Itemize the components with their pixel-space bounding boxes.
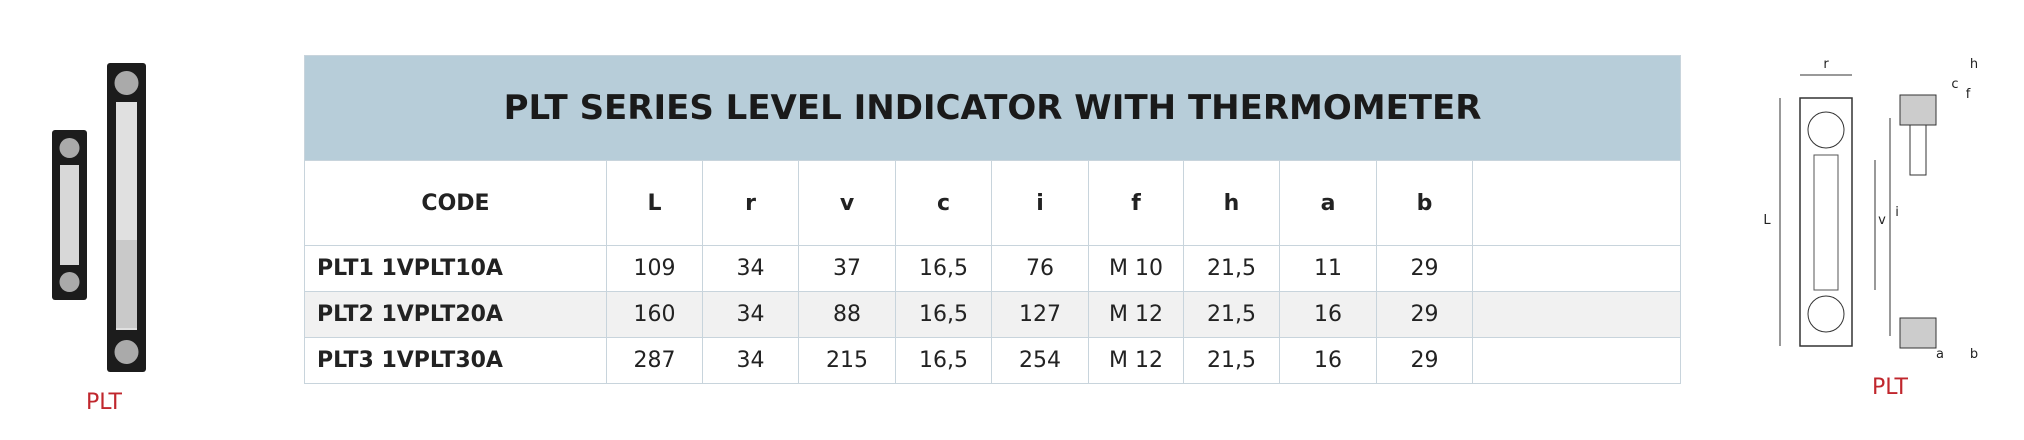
product-photo — [52, 63, 146, 372]
dimension-label: L — [1763, 213, 1771, 228]
cell: 37 — [798, 245, 896, 292]
empty-cell — [1472, 245, 1681, 292]
cell: 16,5 — [895, 291, 992, 338]
dimension-label: h — [1970, 57, 1978, 72]
cell: 16,5 — [895, 337, 992, 384]
spec-table: PLT SERIES LEVEL INDICATOR WITH THERMOME… — [304, 55, 1681, 384]
cell: M 12 — [1088, 291, 1184, 338]
cell: 21,5 — [1183, 337, 1280, 384]
dimension-label: b — [1970, 347, 1978, 362]
column-header: h — [1183, 160, 1280, 246]
dimension-label: c — [1951, 77, 1958, 92]
cell: PLT2 1VPLT20A — [304, 291, 607, 338]
cell: 127 — [991, 291, 1089, 338]
cell: 29 — [1376, 337, 1473, 384]
dimension-label: a — [1936, 347, 1944, 362]
empty-cell — [1472, 337, 1681, 384]
dimension-label: f — [1966, 87, 1971, 102]
column-header: i — [991, 160, 1089, 246]
table-row: PLT2 1VPLT20A 160 34 88 16,5 127 M 12 21,5 16 29 — [304, 291, 1681, 338]
column-header: f — [1088, 160, 1184, 246]
table-row: PLT3 1VPLT30A 287 34 215 16,5 254 M 12 21,5 16 29 — [304, 337, 1681, 384]
cell: 16,5 — [895, 245, 992, 292]
cell: 287 — [606, 337, 703, 384]
cell: 21,5 — [1183, 245, 1280, 292]
cell: 34 — [702, 337, 799, 384]
dimension-label: i — [1895, 205, 1899, 220]
cell: 16 — [1279, 337, 1377, 384]
dimension-label: r — [1823, 57, 1829, 72]
cell: 34 — [702, 291, 799, 338]
cell: 215 — [798, 337, 896, 384]
empty-cell — [1472, 291, 1681, 338]
cell: 34 — [702, 245, 799, 292]
column-header: b — [1376, 160, 1473, 246]
cell: M 10 — [1088, 245, 1184, 292]
cell: 76 — [991, 245, 1089, 292]
column-header: CODE — [304, 160, 607, 246]
cell: 88 — [798, 291, 896, 338]
cell: 109 — [606, 245, 703, 292]
table-row: PLT1 1VPLT10A 109 34 37 16,5 76 M 10 21,5 11 29 — [304, 245, 1681, 292]
column-header: c — [895, 160, 992, 246]
cell: 29 — [1376, 291, 1473, 338]
dimension-label: v — [1878, 213, 1886, 228]
cell: 21,5 — [1183, 291, 1280, 338]
cell: 160 — [606, 291, 703, 338]
caption: PLT — [86, 390, 122, 415]
column-header: r — [702, 160, 799, 246]
cell: PLT1 1VPLT10A — [304, 245, 607, 292]
cell: 16 — [1279, 291, 1377, 338]
cell: 254 — [991, 337, 1089, 384]
empty-cell — [1472, 160, 1681, 246]
caption: PLT — [1872, 375, 1908, 400]
cell: M 12 — [1088, 337, 1184, 384]
column-header: L — [606, 160, 703, 246]
column-header: a — [1279, 160, 1377, 246]
cell: 29 — [1376, 245, 1473, 292]
cell: 11 — [1279, 245, 1377, 292]
technical-drawing: r h L vi cf a b — [1763, 57, 1978, 362]
column-header: v — [798, 160, 896, 246]
table-title: PLT SERIES LEVEL INDICATOR WITH THERMOME… — [304, 55, 1681, 161]
cell: PLT3 1VPLT30A — [304, 337, 607, 384]
